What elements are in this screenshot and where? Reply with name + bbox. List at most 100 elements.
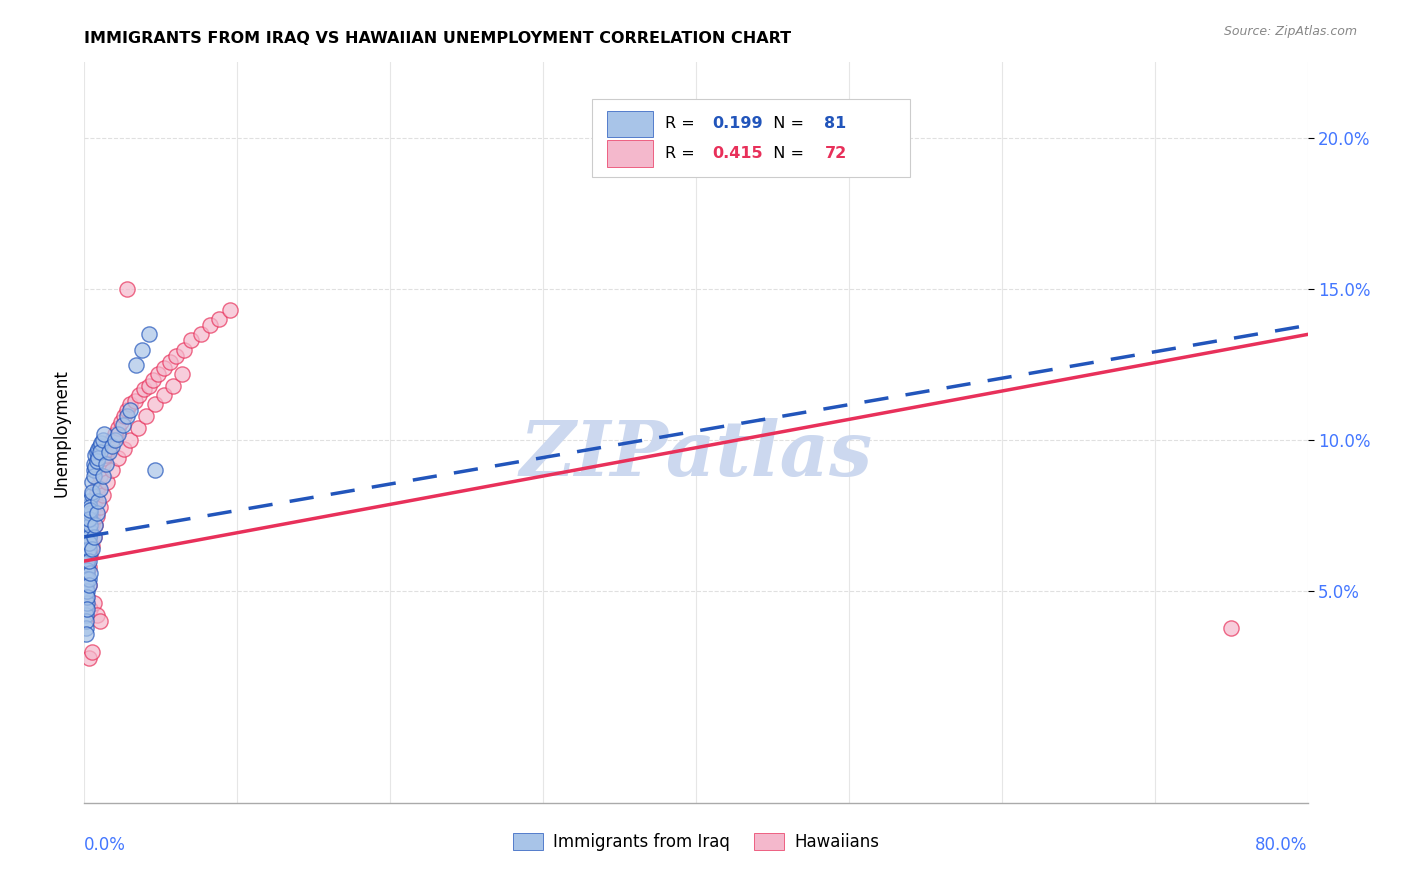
Point xyxy=(77,530,100,544)
Point xyxy=(107,451,129,466)
Point xyxy=(79,536,101,550)
Text: N =: N = xyxy=(763,116,810,131)
Point xyxy=(132,382,155,396)
Point xyxy=(107,421,129,435)
Point xyxy=(112,409,135,423)
Point xyxy=(80,541,103,556)
Point xyxy=(80,517,103,532)
Point xyxy=(76,554,98,568)
Point xyxy=(80,508,103,523)
Point xyxy=(75,578,97,592)
Point xyxy=(165,349,187,363)
Point xyxy=(146,367,169,381)
Text: 72: 72 xyxy=(824,146,846,161)
Point xyxy=(76,596,98,610)
Point xyxy=(124,393,146,408)
Point xyxy=(142,373,165,387)
Point xyxy=(190,327,212,342)
Point xyxy=(76,517,98,532)
Point xyxy=(76,572,98,586)
Point xyxy=(89,469,111,483)
Point xyxy=(89,615,111,629)
Point xyxy=(159,354,181,368)
Point xyxy=(90,436,112,450)
Point xyxy=(75,539,97,553)
Point xyxy=(89,482,111,496)
Point xyxy=(77,536,100,550)
Text: 0.415: 0.415 xyxy=(711,146,762,161)
Point xyxy=(76,566,98,581)
Point xyxy=(79,512,101,526)
Point xyxy=(101,463,124,477)
Point xyxy=(94,448,117,462)
Point xyxy=(91,487,114,501)
Point xyxy=(86,445,108,459)
Point xyxy=(89,445,111,459)
Point xyxy=(75,626,97,640)
Point xyxy=(115,409,138,423)
Point xyxy=(115,403,138,417)
Point xyxy=(86,608,108,623)
Point xyxy=(111,418,134,433)
Point xyxy=(76,591,98,605)
Point xyxy=(80,645,103,659)
Point xyxy=(138,327,160,342)
Point xyxy=(112,442,135,457)
Point xyxy=(153,388,176,402)
Text: 81: 81 xyxy=(824,116,846,131)
Point xyxy=(104,427,127,442)
Point xyxy=(75,560,97,574)
FancyBboxPatch shape xyxy=(606,140,654,167)
Point xyxy=(77,560,100,574)
Point xyxy=(80,484,103,499)
Point xyxy=(76,569,98,583)
Point xyxy=(131,343,153,357)
Point xyxy=(107,427,129,442)
Point xyxy=(75,615,97,629)
Point xyxy=(79,566,101,581)
Point xyxy=(77,541,100,556)
Point xyxy=(80,539,103,553)
Point xyxy=(80,475,103,490)
Point xyxy=(120,433,142,447)
Point xyxy=(86,454,108,468)
Point xyxy=(97,442,120,457)
Point xyxy=(91,469,114,483)
Point xyxy=(77,548,100,562)
Text: IMMIGRANTS FROM IRAQ VS HAWAIIAN UNEMPLOYMENT CORRELATION CHART: IMMIGRANTS FROM IRAQ VS HAWAIIAN UNEMPLO… xyxy=(84,31,792,46)
Text: R =: R = xyxy=(665,116,700,131)
Point xyxy=(75,584,97,599)
Text: R =: R = xyxy=(665,146,700,161)
Text: 0.0%: 0.0% xyxy=(84,836,127,855)
Point xyxy=(76,508,98,523)
Point xyxy=(120,397,142,411)
Point xyxy=(77,554,100,568)
Point xyxy=(173,343,195,357)
Point xyxy=(75,621,97,635)
Point xyxy=(79,548,101,562)
Point xyxy=(75,569,97,583)
Point xyxy=(79,517,101,532)
Point xyxy=(84,493,107,508)
Point xyxy=(77,578,100,592)
Point xyxy=(76,563,98,577)
Point xyxy=(83,596,105,610)
Point xyxy=(87,493,110,508)
Point xyxy=(93,427,115,442)
Point xyxy=(143,397,166,411)
Point xyxy=(83,458,105,472)
Point xyxy=(77,530,100,544)
Point xyxy=(80,515,103,529)
Point xyxy=(110,415,132,429)
Point xyxy=(75,608,97,623)
Point xyxy=(93,451,115,466)
Point xyxy=(91,433,114,447)
Point xyxy=(101,433,124,447)
Text: N =: N = xyxy=(763,146,810,161)
Point xyxy=(87,478,110,492)
Point xyxy=(75,500,97,514)
Text: ZIPatlas: ZIPatlas xyxy=(519,417,873,491)
Point xyxy=(76,539,98,553)
Point xyxy=(76,584,98,599)
Point xyxy=(83,530,105,544)
